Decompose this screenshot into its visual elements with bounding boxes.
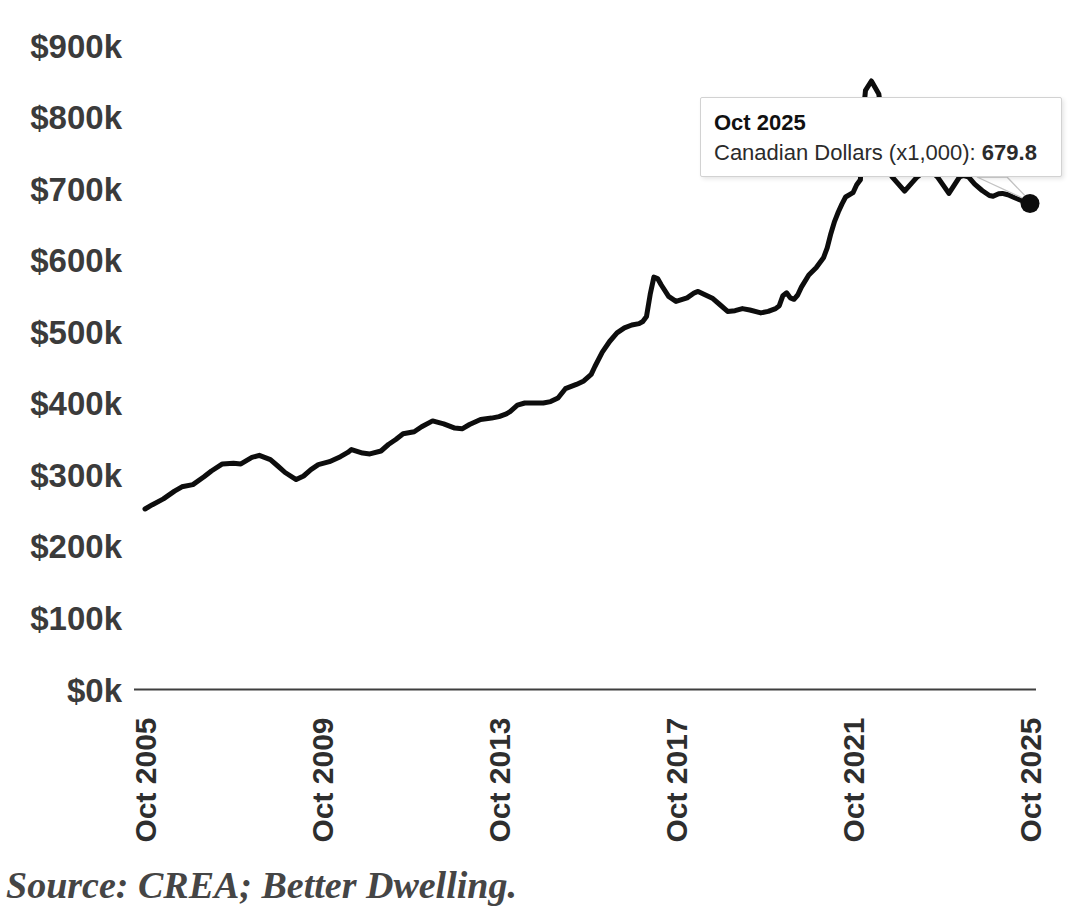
y-axis-tick-label: $200k: [30, 528, 122, 565]
chart-tooltip: Oct 2025 Canadian Dollars (x1,000): 679.…: [700, 97, 1062, 177]
y-axis-tick-label: $100k: [30, 600, 122, 637]
tooltip-series-label: Canadian Dollars (x1,000):: [714, 140, 982, 165]
x-axis-tick-label: Oct 2025: [1014, 717, 1047, 842]
y-axis-tick-label: $400k: [30, 385, 122, 422]
x-axis-tick-label: Oct 2017: [660, 717, 693, 842]
y-axis-tick-label: $600k: [30, 242, 122, 279]
tooltip-title: Oct 2025: [714, 108, 1048, 138]
x-axis-tick-label: Oct 2021: [837, 717, 870, 842]
y-axis-tick-label: $800k: [30, 99, 122, 136]
chart-area: $0k $100k $200k $300k $400k $500k $600k $700k $8…: [0, 0, 1080, 906]
y-axis-tick-label: $900k: [30, 28, 122, 65]
x-axis-tick-label: Oct 2009: [306, 717, 339, 842]
y-axis-tick-label: $500k: [30, 314, 122, 351]
y-axis-tick-label: $300k: [30, 457, 122, 494]
y-axis-tick-label: $0k: [67, 672, 123, 709]
y-axis-tick-label: $700k: [30, 171, 122, 208]
x-axis-tick-label: Oct 2013: [483, 717, 516, 842]
tooltip-series-line: Canadian Dollars (x1,000): 679.8: [714, 138, 1048, 168]
x-axis-tick-label: Oct 2005: [129, 717, 162, 842]
hover-point-marker: [1021, 194, 1040, 213]
source-note: Source: CREA; Better Dwelling.: [6, 863, 517, 906]
tooltip-value: 679.8: [982, 140, 1037, 165]
